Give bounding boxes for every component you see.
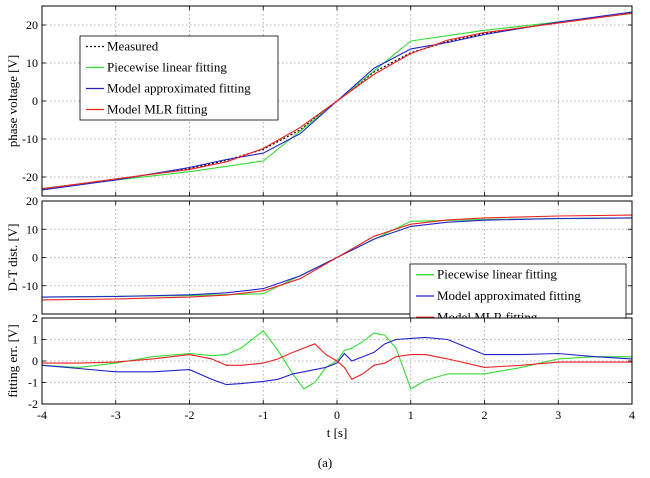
- y-tick-label: 10: [26, 56, 38, 70]
- y-tick-label: 2: [32, 311, 38, 325]
- x-tick-label: -1: [258, 408, 268, 422]
- axes-frame: [41, 200, 633, 315]
- legend-label: Piecewise linear fitting: [107, 60, 227, 75]
- subplot-3: -2 -1 0 1 2 fitting err. [V] -4 -3 -2 -1 0 1 2 3 4 t [s…: [5, 311, 635, 440]
- x-tick-label: 0: [334, 408, 340, 422]
- legend-label: Model MLR fitting: [107, 102, 208, 117]
- y-tick-label: 0: [32, 354, 38, 368]
- y-tick-label: -2: [28, 397, 38, 411]
- y-tick-label: 0: [32, 251, 38, 265]
- y-tick-label: 0: [32, 94, 38, 108]
- subplot-1: -20 -10 0 10 20 phase voltage [V] Measured Piec…: [5, 5, 633, 197]
- y-axis-label: fitting err. [V]: [5, 324, 20, 397]
- axes-frame: [41, 5, 633, 197]
- x-tick-label: 4: [629, 408, 635, 422]
- legend: Measured Piecewise linear fitting Model ap…: [79, 35, 279, 121]
- legend-box: [79, 35, 279, 121]
- x-tick-label: 2: [482, 408, 488, 422]
- x-tick-label: 1: [408, 408, 414, 422]
- x-axis-label: t [s]: [327, 425, 348, 440]
- figure-caption: (a): [318, 455, 332, 470]
- x-tick-label: -4: [37, 408, 47, 422]
- series-line: [41, 12, 633, 190]
- subplot-2: -10 0 10 20 D-T dist. [V] Piecewise linear fi…: [5, 194, 633, 329]
- x-tick-label: 3: [555, 408, 561, 422]
- series-line: [41, 336, 633, 386]
- y-tick-label: 1: [32, 333, 38, 347]
- y-tick-label: 10: [26, 222, 38, 236]
- legend-label: Model approximated fitting: [107, 81, 251, 96]
- y-axis-label: phase voltage [V]: [5, 55, 20, 147]
- x-tick-label: -2: [185, 408, 195, 422]
- y-tick-label: -20: [22, 170, 38, 184]
- legend-box: [409, 263, 627, 329]
- legend-label: Piecewise linear fitting: [437, 267, 557, 282]
- y-tick-label: -10: [22, 132, 38, 146]
- y-tick-label: 20: [26, 194, 38, 208]
- y-tick-label: -10: [22, 279, 38, 293]
- series-line: [41, 214, 633, 301]
- series-line: [42, 343, 632, 381]
- axes-frame: [41, 317, 633, 405]
- x-tick-label: -3: [111, 408, 121, 422]
- y-tick-label: -1: [28, 376, 38, 390]
- y-tick-label: 20: [26, 18, 38, 32]
- legend-label: Measured: [107, 39, 159, 54]
- legend-label: Model approximated fitting: [437, 288, 581, 303]
- y-axis-label: D-T dist. [V]: [5, 223, 20, 291]
